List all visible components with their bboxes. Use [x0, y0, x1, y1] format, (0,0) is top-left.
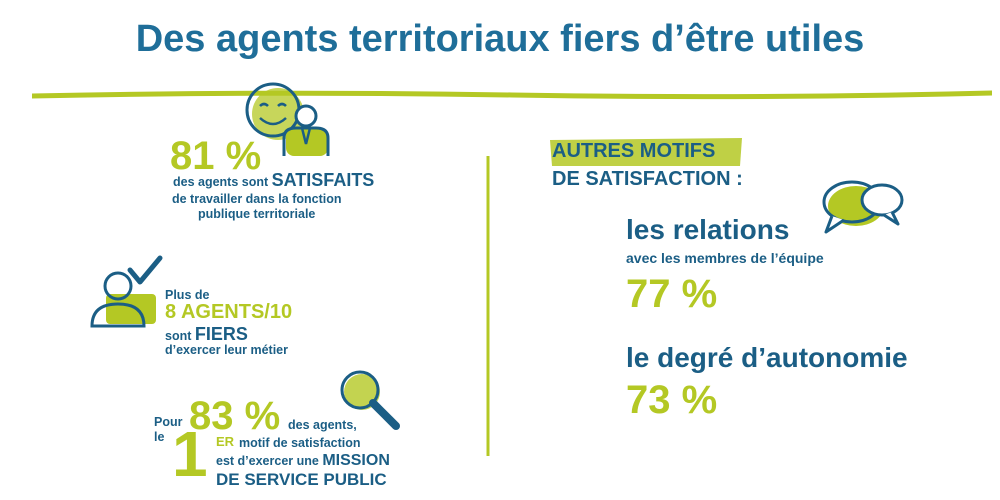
- stat3-rank-suffix: ER: [216, 434, 235, 449]
- stat1-number: 81 %: [170, 134, 262, 178]
- agent-icon: [282, 104, 330, 156]
- stat3-line3: DE SERVICE PUBLIC: [216, 470, 387, 489]
- stat3-des-agents: des agents,: [288, 418, 357, 432]
- stat2-line1: Plus de: [165, 288, 210, 302]
- stat2-line3-emph: FIERS: [194, 324, 248, 344]
- stat2-line3: sont FIERS: [165, 324, 248, 345]
- stat1-line2: de travailler dans la fonction: [172, 192, 342, 206]
- stat3-pour: Pour: [154, 415, 183, 429]
- right-heading-line1: AUTRES MOTIFS: [552, 140, 716, 162]
- stat1-line3: publique territoriale: [198, 207, 316, 221]
- item1-percent: 77 %: [626, 272, 718, 316]
- stat3-line2: est d’exercer une MISSION: [216, 452, 390, 470]
- stat2-number: 8 AGENTS/10: [165, 301, 293, 323]
- item1-subtitle: avec les membres de l’équipe: [626, 250, 824, 266]
- stat3-rank-digit: 1: [172, 418, 208, 490]
- stat3-line1: motif de satisfaction: [239, 436, 361, 450]
- person-check-icon: [90, 255, 163, 328]
- title-underline: [32, 90, 992, 100]
- stat3-number: 83 %: [189, 394, 281, 438]
- heading-highlight: [550, 138, 742, 166]
- stat3-line2-pre: est d’exercer une: [216, 454, 323, 468]
- item2-percent: 73 %: [626, 378, 718, 422]
- magnifier-icon: [340, 370, 400, 430]
- speech-bubbles-icon: [822, 180, 904, 234]
- stat3-le: le: [154, 430, 165, 444]
- right-heading-line2: DE SATISFACTION :: [552, 168, 743, 190]
- stat2-line4: d’exercer leur métier: [165, 343, 288, 357]
- column-divider: [486, 156, 490, 456]
- stat1-line1-emph: SATISFAITS: [271, 170, 375, 190]
- page-title: Des agents territoriaux fiers d’être uti…: [135, 18, 865, 60]
- stat1-line1-pre: des agents sont: [173, 175, 272, 189]
- item2-title: le degré d’autonomie: [626, 342, 908, 373]
- stat2-line3-pre: sont: [165, 329, 195, 343]
- stat3-line2-emph: MISSION: [322, 452, 390, 469]
- stat1-line1: des agents sont SATISFAITS: [173, 170, 374, 191]
- item1-title: les relations: [626, 214, 790, 245]
